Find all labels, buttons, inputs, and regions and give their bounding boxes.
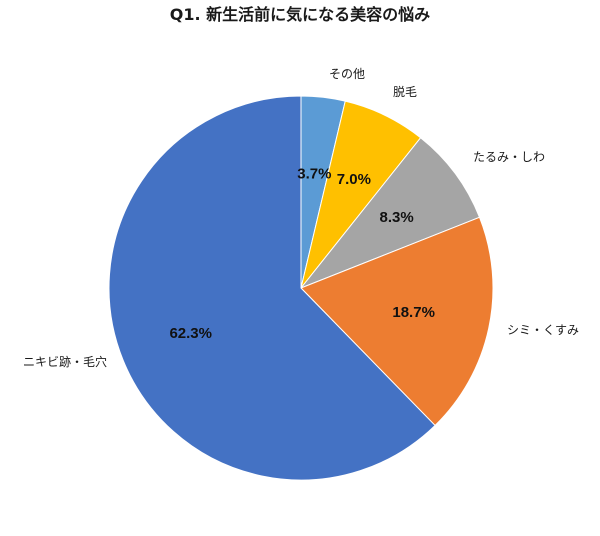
slice-category-label: 脱毛 <box>393 84 417 99</box>
chart-title: Q1. 新生活前に気になる美容の悩み <box>169 5 431 24</box>
pie-slice <box>108 95 436 481</box>
slice-value-label: 3.7% <box>297 166 331 183</box>
slice-category-label: ニキビ跡・毛穴 <box>23 354 107 369</box>
slice-value-label: 62.3% <box>169 325 212 342</box>
slice-value-label: 8.3% <box>380 209 414 226</box>
pie-slices <box>108 95 494 481</box>
slice-category-label: シミ・くすみ <box>507 323 579 337</box>
pie-slice <box>299 137 481 290</box>
slice-value-label: 7.0% <box>337 171 371 188</box>
slice-category-label: たるみ・しわ <box>473 150 545 164</box>
percentage-labels: 3.7% 7.0% 8.3% 18.7% 62.3% <box>169 166 434 342</box>
slice-value-label: 18.7% <box>392 304 435 321</box>
slice-category-label: その他 <box>329 67 365 81</box>
pie-slice <box>300 216 494 427</box>
